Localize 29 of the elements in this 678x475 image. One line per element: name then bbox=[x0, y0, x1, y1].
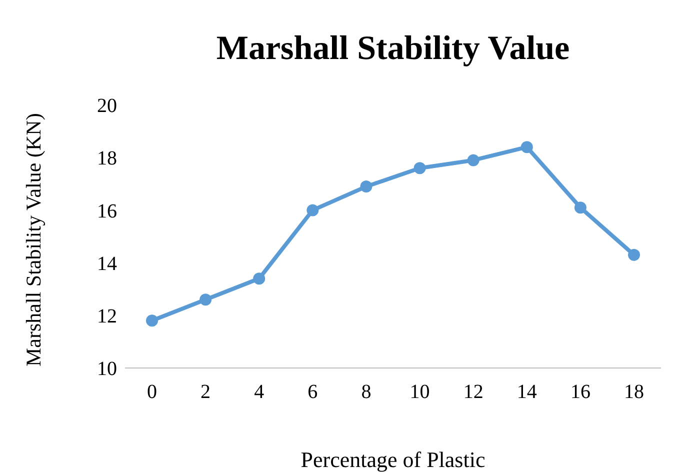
point bbox=[414, 162, 426, 174]
x-tick-label: 14 bbox=[516, 381, 537, 404]
x-tick-label: 4 bbox=[254, 381, 264, 404]
y-tick-label: 14 bbox=[97, 252, 117, 275]
y-tick-label: 10 bbox=[97, 358, 117, 380]
y-tick-label: 20 bbox=[97, 95, 117, 118]
x-tick-label: 8 bbox=[361, 381, 372, 404]
point bbox=[146, 314, 158, 327]
point bbox=[467, 154, 480, 166]
point bbox=[200, 294, 212, 306]
x-tick-label: 18 bbox=[624, 381, 644, 404]
point bbox=[628, 248, 640, 261]
point bbox=[360, 180, 372, 193]
x-axis-title: Percentage of Plastic bbox=[300, 447, 486, 472]
y-tick-label: 12 bbox=[97, 306, 117, 328]
x-tick-label: 0 bbox=[147, 381, 157, 404]
y-tick-label: 16 bbox=[97, 200, 117, 222]
chart-title: Marshall Stability Value bbox=[215, 30, 571, 68]
x-tick-label: 12 bbox=[463, 381, 484, 404]
x-tick-label: 16 bbox=[570, 381, 590, 404]
point bbox=[520, 141, 533, 154]
x-tick-label: 6 bbox=[308, 381, 318, 404]
point bbox=[574, 202, 586, 214]
x-tick-label: 10 bbox=[410, 381, 430, 404]
point bbox=[306, 204, 319, 216]
x-tick-label: 2 bbox=[200, 381, 211, 404]
point bbox=[253, 272, 266, 285]
y-axis-title: Marshall Stability Value (KN) bbox=[21, 113, 46, 366]
y-tick-label: 18 bbox=[97, 148, 117, 170]
